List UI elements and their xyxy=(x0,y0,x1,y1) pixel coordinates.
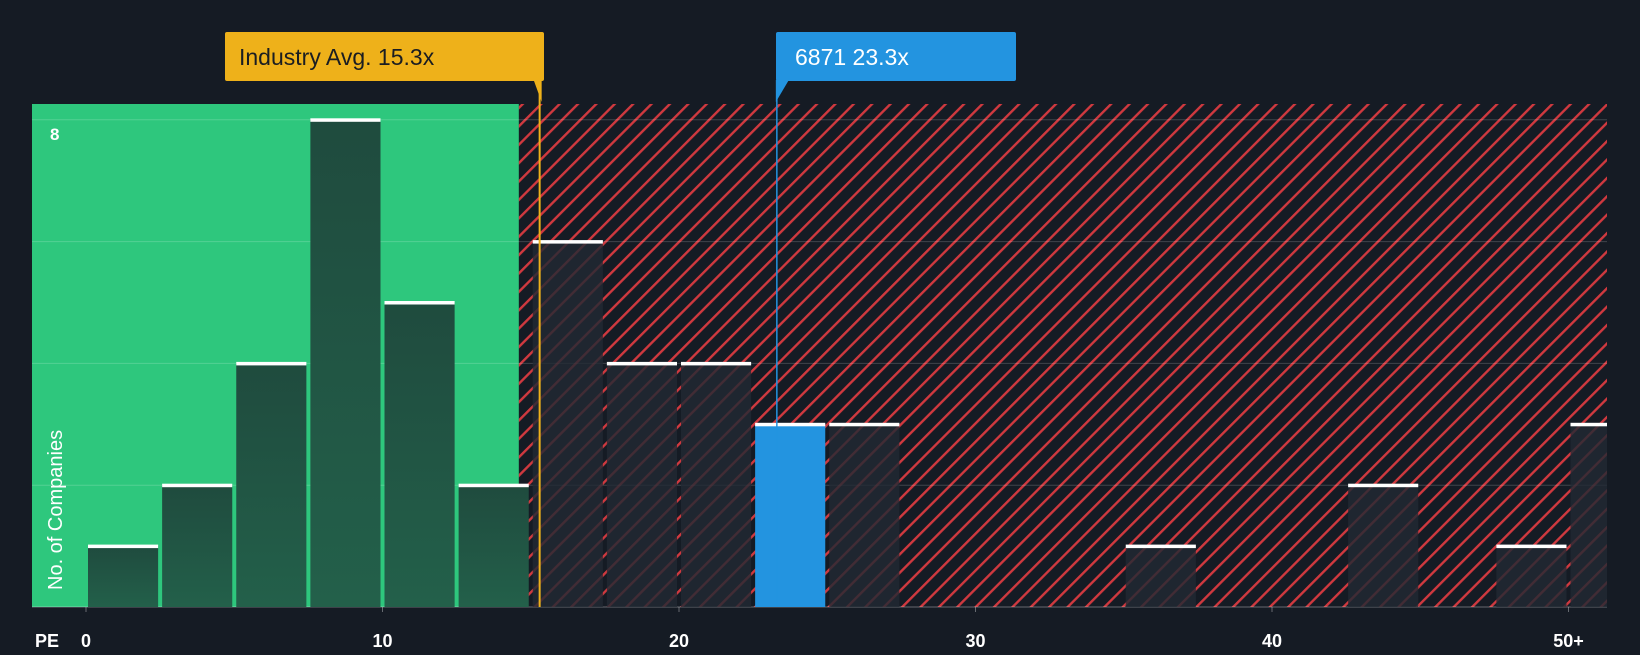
x-tick-label: 50+ xyxy=(1553,631,1584,650)
bar xyxy=(162,485,233,607)
industry-avg-callout-pointer xyxy=(533,80,542,102)
bar-cap xyxy=(1570,422,1607,427)
bar-cap xyxy=(1496,544,1567,549)
bar xyxy=(1125,546,1196,607)
bar-cap xyxy=(88,544,159,549)
company-label: 6871 23.3x xyxy=(795,44,909,70)
bar xyxy=(1496,546,1567,607)
bars xyxy=(88,118,1607,608)
x-tick-label: 20 xyxy=(669,631,689,650)
bar xyxy=(532,241,603,607)
bar-cap xyxy=(458,483,529,488)
axis-labels: 8 No. of Companies PE 0 10 20 30 40 50+ xyxy=(35,125,1584,651)
industry-avg-callout-box xyxy=(225,32,544,81)
company-callout-pointer xyxy=(775,80,789,102)
reference-lines xyxy=(538,80,778,607)
bar-cap xyxy=(532,240,603,244)
company-callout-box xyxy=(776,32,1016,81)
bar-highlight xyxy=(755,424,826,607)
bar-cap xyxy=(310,118,381,122)
callouts: Industry Avg. 15.3x 6871 23.3x xyxy=(225,32,1016,102)
industry-avg-label: Industry Avg. 15.3x xyxy=(239,44,435,70)
x-tick-label: 30 xyxy=(965,631,985,650)
x-tick-label: 0 xyxy=(81,631,91,650)
bar-cap xyxy=(1125,544,1196,549)
bar-cap xyxy=(162,483,233,488)
bar xyxy=(384,302,455,607)
bar-cap xyxy=(1348,483,1419,488)
bar xyxy=(458,485,529,607)
bar xyxy=(236,363,307,607)
x-tick-label: 40 xyxy=(1262,631,1282,650)
bar-cap xyxy=(829,422,900,427)
x-axis-label: PE xyxy=(35,631,59,650)
bar-cap xyxy=(384,301,455,305)
x-tick-label: 10 xyxy=(372,631,392,650)
bar xyxy=(88,546,159,607)
bar xyxy=(829,424,900,607)
bar xyxy=(1570,424,1607,607)
bar-cap xyxy=(606,361,677,366)
bar-cap xyxy=(681,361,752,366)
bar xyxy=(1348,485,1419,607)
bar xyxy=(681,363,752,607)
bar-cap xyxy=(236,361,307,366)
bar xyxy=(310,119,381,608)
bar-cap xyxy=(755,422,826,427)
y-tick-label: 8 xyxy=(50,125,59,144)
bar xyxy=(606,363,677,607)
y-axis-label: No. of Companies xyxy=(45,430,67,590)
